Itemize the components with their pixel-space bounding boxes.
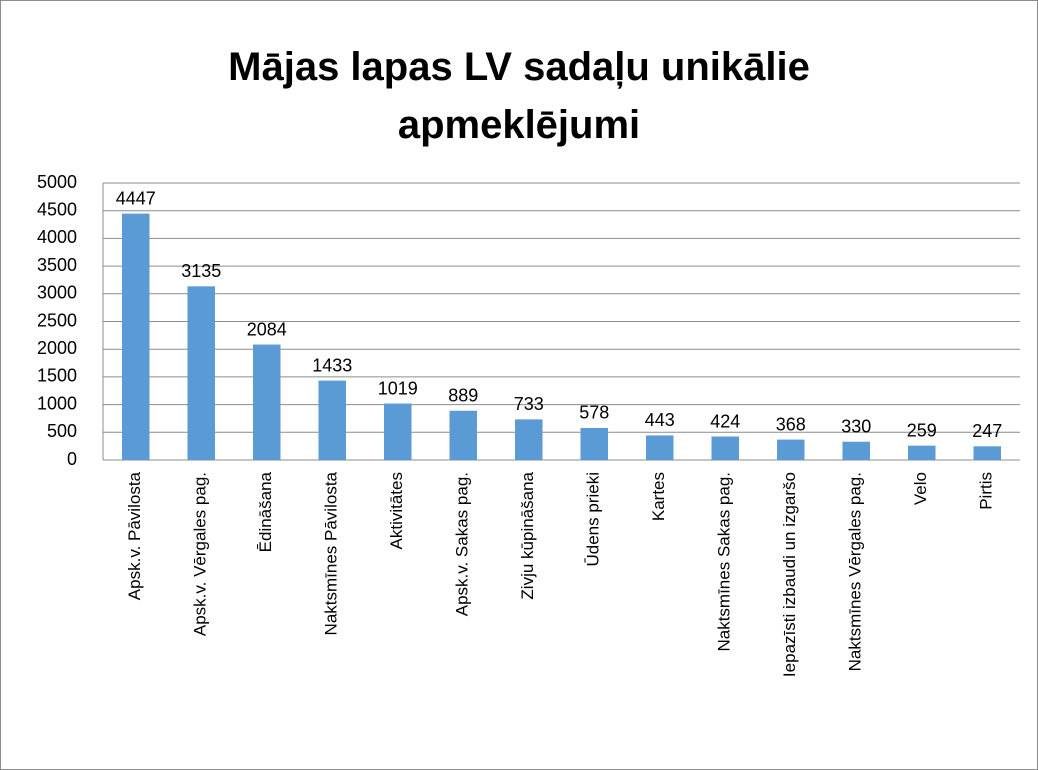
y-tick-label: 4500 <box>37 199 77 219</box>
x-tick-label: Apsk.v. Sakas pag. <box>453 472 472 616</box>
y-tick-label: 1500 <box>37 366 77 386</box>
y-tick-label: 0 <box>67 449 77 469</box>
data-label: 424 <box>710 411 740 431</box>
y-tick-label: 4000 <box>37 227 77 247</box>
data-label: 889 <box>448 385 478 405</box>
data-label: 330 <box>841 416 871 436</box>
bar <box>907 445 936 460</box>
data-label: 4447 <box>116 188 156 208</box>
data-label: 2084 <box>247 319 287 339</box>
bar <box>776 439 805 460</box>
bar <box>711 436 740 460</box>
x-tick-label: Apsk.v. Vērgales pag. <box>191 472 210 636</box>
bar <box>842 441 871 460</box>
y-tick-label: 1000 <box>37 393 77 413</box>
x-tick-label: Ēdināšana <box>256 471 275 552</box>
bar <box>580 427 609 460</box>
bar <box>449 410 478 460</box>
data-label: 733 <box>514 394 544 414</box>
data-label: 578 <box>579 403 609 423</box>
x-tick-label: Naktsmīnes Sakas pag. <box>715 472 734 652</box>
x-tick-label: Naktsmīnes Pāvilosta <box>322 471 341 635</box>
x-tick-label: Velo <box>911 472 930 505</box>
bar <box>514 419 543 460</box>
chart-title: Mājas lapas LV sadaļu unikālie apmeklēju… <box>228 45 810 147</box>
data-label: 1019 <box>378 378 418 398</box>
y-tick-label: 500 <box>47 421 77 441</box>
data-label: 443 <box>645 410 675 430</box>
y-tick-label: 3500 <box>37 255 77 275</box>
bar <box>973 446 1002 460</box>
x-tick-label: Naktsmīnes Vērgales pag. <box>846 472 865 671</box>
x-tick-label: Apsk.v. Pāvilosta <box>125 471 144 600</box>
y-tick-label: 2000 <box>37 338 77 358</box>
x-tick-label: Pirtis <box>977 472 996 510</box>
x-tick-label: Kartes <box>649 472 668 521</box>
x-tick-label: Aktivitātes <box>387 472 406 549</box>
y-tick-label: 5000 <box>37 172 77 192</box>
x-tick-label: Zivju kūpināšana <box>518 471 537 599</box>
bar <box>121 213 150 460</box>
data-label: 368 <box>776 414 806 434</box>
bar <box>383 403 412 460</box>
y-tick-label: 3000 <box>37 283 77 303</box>
x-tick-label: Iepazīsti izbaudi un izgaršo <box>780 472 799 677</box>
data-label: 247 <box>972 421 1002 441</box>
bar <box>318 380 347 460</box>
x-tick-label: Ūdens prieki <box>584 472 603 567</box>
bar <box>645 435 674 460</box>
bar <box>252 344 281 460</box>
y-tick-label: 2500 <box>37 310 77 330</box>
data-label: 1433 <box>312 355 352 375</box>
bar <box>187 286 216 460</box>
data-label: 259 <box>907 420 937 440</box>
data-label: 3135 <box>181 261 221 281</box>
